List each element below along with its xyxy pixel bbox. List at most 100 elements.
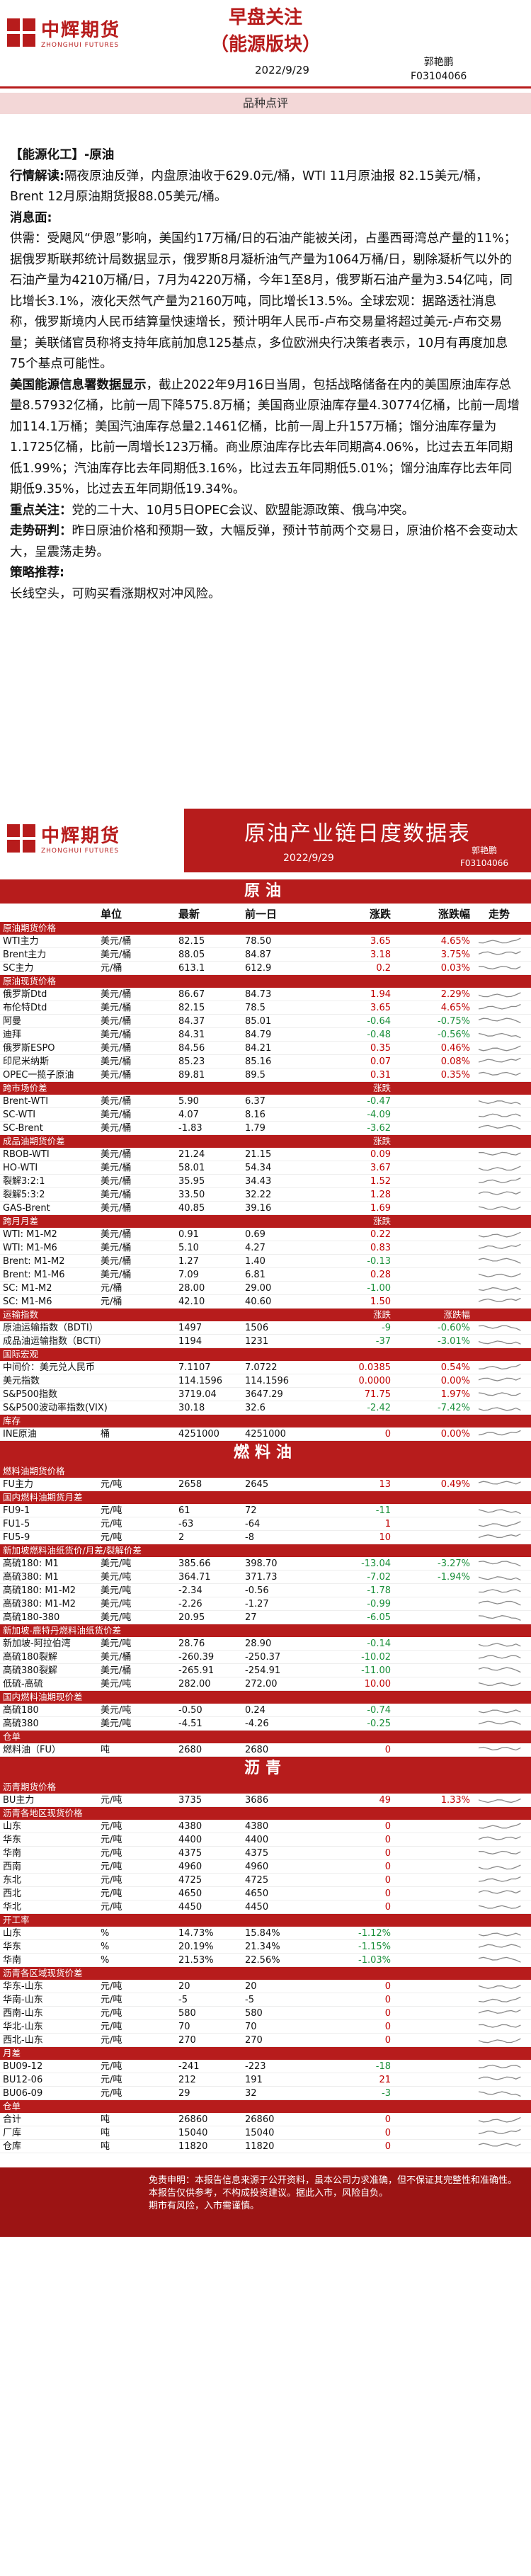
row-last: 30.18	[178, 1403, 205, 1413]
group-label: 国内燃料油期现价差	[3, 1692, 83, 1702]
trend-sparkline	[478, 1243, 521, 1249]
report-title-line1: 早盘关注	[228, 7, 302, 28]
row-last: 4251000	[178, 1429, 219, 1440]
row-name: 布伦特Dtd	[3, 1003, 47, 1013]
row-unit: 元/吨	[101, 1995, 122, 2005]
paragraph-text: 昨日原油价格和预期一致，大幅反弹，预计节前两个交易日，原油价格不会变动太大，呈震…	[10, 524, 518, 559]
row-last: 4725	[178, 1875, 202, 1886]
row-change: 0	[384, 1821, 391, 1832]
group-label: 仓单	[3, 2101, 21, 2111]
table-row: 合计 吨 26860 26860 0	[0, 2113, 531, 2126]
row-last: 11820	[178, 2141, 208, 2152]
row-name: HO-WTI	[3, 1163, 38, 1173]
row-name: Brent-WTI	[3, 1096, 49, 1107]
row-prev: 84.79	[245, 1030, 272, 1040]
table-row: 高硫180: M1 美元/吨 385.66 398.70 -13.04 -3.27%	[0, 1557, 531, 1571]
commentary-paragraph: 策略推荐:	[10, 563, 521, 584]
row-change: -18	[375, 2061, 391, 2072]
paragraph-text: 党的二十大、10月5日OPEC会议、欧盟能源政策、俄乌冲突。	[72, 503, 415, 518]
table-row: 华东 元/吨 4400 4400 0	[0, 1833, 531, 1847]
row-unit: 美元/桶	[101, 1652, 132, 1663]
row-change: 0	[384, 2008, 391, 2019]
paragraph-heading: 策略推荐:	[10, 566, 64, 580]
row-last: 20.19%	[178, 1942, 214, 1952]
row-change: 0.22	[370, 1229, 391, 1240]
table-row: 华南-山东 元/吨 -5 -5 0	[0, 1993, 531, 2007]
row-prev: 54.34	[245, 1163, 272, 1173]
row-last: 89.81	[178, 1070, 205, 1081]
trend-sparkline	[478, 1864, 521, 1870]
row-prev: 4960	[245, 1862, 269, 1872]
row-unit: 美元/吨	[101, 1639, 132, 1649]
row-name: BU主力	[3, 1795, 35, 1806]
row-last: 42.10	[178, 1296, 205, 1307]
group-label: 库存	[3, 1415, 21, 1426]
row-change-pct: 0.00%	[440, 1376, 470, 1386]
disclaimer-footer: 免责申明：本报告信息来源于公开资料，虽本公司力求准确，但不保证其完整性和准确性。…	[0, 2167, 531, 2237]
row-last: 282.00	[178, 1679, 211, 1689]
row-name: 高硫180: M1	[3, 1558, 59, 1569]
table-row: 俄罗斯Dtd 美元/桶 86.67 84.73 1.94 2.29%	[0, 988, 531, 1001]
trend-sparkline	[478, 2009, 521, 2014]
row-change: 3.65	[370, 1003, 391, 1013]
report-header: 中辉期货 ZHONGHUI FUTURES 早盘关注 （能源版块） 2022/9…	[0, 0, 531, 84]
group-label: 新加坡燃料油纸货价/月差/裂解价差	[3, 1545, 142, 1556]
row-last: 5.10	[178, 1243, 199, 1253]
row-name: 迪拜	[3, 1030, 22, 1040]
row-change: -2.42	[367, 1403, 391, 1413]
row-unit: 美元/吨	[101, 1558, 132, 1569]
commentary-paragraph: 走势研判：昨日原油价格和预期一致，大幅反弹，预计节前两个交易日，原油价格不会变动…	[10, 521, 521, 563]
row-change: 0	[384, 1862, 391, 1872]
row-name: RBOB-WTI	[3, 1149, 50, 1160]
row-prev: 580	[245, 2008, 263, 2019]
row-unit: 美元/吨	[101, 1705, 132, 1716]
row-prev: 4450	[245, 1902, 269, 1913]
table-row: 西南 元/吨 4960 4960 0	[0, 1860, 531, 1874]
row-last: 21.24	[178, 1149, 205, 1160]
paragraph-text: ，截止2022年9月16日当周，包括战略储备在内的美国原油库存总量8.57932…	[10, 377, 520, 497]
table-row: SC-WTI 美元/桶 4.07 8.16 -4.09	[0, 1108, 531, 1122]
row-change-pct: 2.29%	[440, 989, 470, 1000]
table-row: 原油运输指数（BDTI） 1497 1506 -9 -0.60%	[0, 1321, 531, 1335]
commentary-paragraph: 供需：受飓风“伊恩”影响，美国约17万桶/日的石油产能被关闭，占墨西哥湾总产量的…	[10, 229, 521, 375]
row-name: 高硫380裂解	[3, 1665, 57, 1676]
trend-sparkline	[478, 1956, 521, 1963]
row-name: 美元指数	[3, 1376, 40, 1386]
row-prev: 191	[245, 2075, 263, 2085]
table-row: 华北-山东 元/吨 70 70 0	[0, 2020, 531, 2034]
row-change: -10.02	[361, 1652, 391, 1663]
table-row: Brent主力 美元/桶 88.05 84.87 3.18 3.75%	[0, 948, 531, 962]
row-change: 0.83	[370, 1243, 391, 1253]
row-unit: 美元/桶	[101, 1110, 132, 1120]
row-unit: 元/吨	[101, 1862, 122, 1872]
commentary-category: 【能源化工】-原油	[10, 148, 115, 162]
trend-sparkline	[478, 1032, 521, 1039]
row-prev: 1.40	[245, 1256, 266, 1267]
row-change: 71.75	[364, 1389, 391, 1400]
row-change: -11	[375, 1505, 391, 1516]
row-unit: 美元/吨	[101, 1679, 132, 1689]
row-unit: 美元/桶	[101, 989, 132, 1000]
trend-sparkline	[478, 951, 521, 955]
trend-sparkline	[478, 1509, 521, 1515]
row-prev: 398.70	[245, 1558, 278, 1569]
row-prev: 84.73	[245, 989, 272, 1000]
row-prev: 85.16	[245, 1056, 272, 1067]
disclaimer-line: 本报告仅供参考，不构成投资建议。据此入市，风险自负。	[149, 2188, 389, 2199]
row-unit: 桶	[101, 1429, 110, 1440]
row-last: 1497	[178, 1323, 202, 1333]
row-unit: 元/吨	[101, 1505, 122, 1516]
table-row: 山东 元/吨 4380 4380 0	[0, 1820, 531, 1833]
group-header: 跨月月差 涨跌	[0, 1215, 531, 1228]
row-last: 26860	[178, 2114, 208, 2125]
paragraph-heading: 行情解读:	[10, 169, 64, 183]
table-row: 中间价：美元兑人民币 7.1107 7.0722 0.0385 0.54%	[0, 1361, 531, 1374]
row-unit: 美元/吨	[101, 1719, 132, 1729]
trend-sparkline	[478, 1905, 521, 1909]
trend-sparkline	[478, 1057, 521, 1063]
row-change: -0.25	[367, 1719, 391, 1729]
row-change-pct: 4.65%	[440, 1003, 470, 1013]
row-prev: 72	[245, 1505, 257, 1516]
row-change: 0.0000	[358, 1376, 392, 1386]
row-unit: 美元/桶	[101, 936, 132, 947]
